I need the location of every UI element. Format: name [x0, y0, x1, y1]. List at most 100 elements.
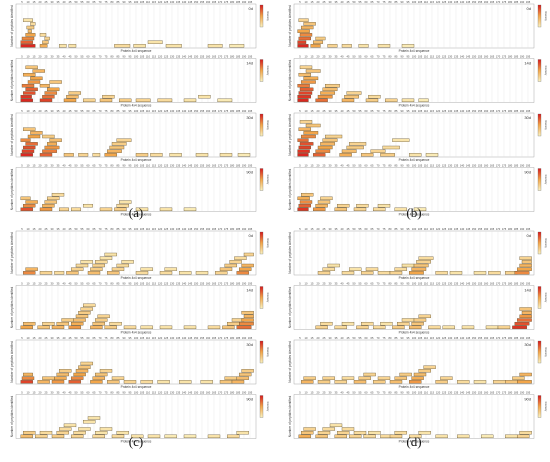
peptide-bar [297, 83, 310, 88]
peptide-bar [368, 94, 381, 99]
x-tick-label: 175 [224, 109, 229, 113]
x-tick-label: 15 [311, 109, 314, 113]
x-tick-label: 55 [359, 109, 362, 113]
peptide-bar [30, 131, 43, 135]
peptide-bar [239, 267, 252, 271]
x-tick-label: 120 [436, 0, 441, 4]
peptide-bar [107, 380, 120, 384]
peptide-bar [519, 314, 532, 319]
x-tick-label: 100 [134, 391, 139, 395]
peptide-bar [39, 98, 53, 103]
x-tick-label: 90 [123, 391, 126, 395]
x-tick-label: 150 [472, 0, 477, 4]
peptide-bar [377, 203, 391, 208]
peptide-bar [114, 207, 127, 212]
x-tick-label: 185 [514, 282, 519, 286]
peptide-bar [54, 271, 65, 275]
x-tick-label: 25 [323, 282, 326, 286]
x-tick-label: 120 [158, 164, 163, 168]
colorbar [537, 59, 542, 82]
peptide-bar [75, 263, 89, 268]
peptide-bar [317, 94, 333, 99]
x-tick-label: 125 [442, 109, 447, 113]
peptide-bar [358, 44, 369, 48]
x-tick-label: 115 [152, 282, 157, 286]
peptide-bar [236, 430, 249, 435]
x-tick-label: 185 [514, 164, 519, 168]
peptide-bar [401, 44, 415, 48]
subplot-14d: 5 10 15 20 25 30 35 40 45 50 55 60 65 70 75 80 85 90 95 100… [288, 55, 548, 108]
x-tick-label: 150 [472, 227, 477, 231]
x-tick-label: 55 [81, 336, 84, 340]
x-tick-label: 140 [460, 0, 465, 4]
x-tick-label: 75 [383, 164, 386, 168]
x-tick-label: 165 [212, 164, 217, 168]
peptide-bar [224, 376, 237, 380]
x-tick-label: 100 [134, 282, 139, 286]
peptide-bar [42, 40, 49, 44]
x-tick-label: 120 [436, 227, 441, 231]
peptide-bar [411, 321, 424, 326]
x-tick-label: 170 [218, 0, 223, 4]
peptide-bar [519, 307, 532, 311]
x-tick-label: 60 [365, 55, 368, 59]
x-tick-label: 10 [305, 164, 308, 168]
x-tick-label: 90 [123, 0, 126, 4]
x-tick-label: 195 [526, 282, 531, 286]
peptide-bar [229, 44, 245, 48]
panel-d: 5 10 15 20 25 30 35 40 45 50 55 60 65 70 75 80 85 90 95 100… [288, 227, 548, 449]
x-tick-label: 160 [206, 227, 211, 231]
peptide-bar [413, 207, 427, 212]
x-tick-label: 90 [123, 109, 126, 113]
x-tick-label: 150 [472, 282, 477, 286]
x-tick-label: 25 [323, 227, 326, 231]
x-tick-label: 180 [508, 227, 513, 231]
x-tick-label: 120 [436, 55, 441, 59]
peptide-bar [80, 260, 93, 264]
peptide-bar [315, 36, 326, 41]
x-tick-label: 80 [389, 227, 392, 231]
peptide-bar [75, 369, 89, 373]
peptide-bar [341, 321, 355, 326]
x-tick-label: 100 [412, 0, 417, 4]
peptide-bar [344, 94, 359, 99]
x-tick-label: 80 [389, 164, 392, 168]
subplot-14d: 5 10 15 20 25 30 35 40 45 50 55 60 65 70 75 80 85 90 95 100… [288, 282, 548, 335]
x-tick-label: 125 [442, 391, 447, 395]
x-tick-label: 90 [123, 164, 126, 168]
x-tick-label: 180 [508, 109, 513, 113]
peptide-bar [159, 325, 173, 330]
x-tick-label: 160 [484, 282, 489, 286]
x-tick-label: 115 [430, 282, 435, 286]
peptide-bar [121, 260, 134, 264]
peptide-bar [399, 372, 412, 377]
peptide-bar [389, 380, 403, 384]
x-tick-label: 120 [158, 227, 163, 231]
x-tick-label: 90 [401, 227, 404, 231]
peptide-bar [303, 22, 316, 26]
peptide-bar [473, 271, 487, 275]
x-tick-label: 10 [27, 0, 30, 4]
x-tick-label: 165 [212, 55, 217, 59]
x-tick-label: 55 [81, 55, 84, 59]
peptide-bar [373, 325, 386, 330]
peptide-bar [63, 153, 74, 157]
x-tick-label: 105 [418, 227, 423, 231]
x-tick-label: 140 [182, 109, 187, 113]
x-tick-label: 55 [81, 0, 84, 4]
x-tick-label: 65 [93, 55, 96, 59]
x-tick-label: 170 [496, 109, 501, 113]
x-tick-label: 105 [140, 0, 145, 4]
x-tick-label: 45 [347, 55, 350, 59]
peptide-bar [358, 376, 371, 380]
subplot-14d: 5 10 15 20 25 30 35 40 45 50 55 60 65 70 75 80 85 90 95 100… [10, 55, 270, 108]
colorbar [259, 395, 264, 418]
x-tick-label: 120 [436, 391, 441, 395]
time-point-label: 90d [524, 397, 531, 402]
x-tick-label: 135 [176, 0, 181, 4]
x-tick-label: 30 [329, 336, 332, 340]
x-tick-label: 130 [170, 336, 175, 340]
x-tick-label: 110 [424, 0, 429, 4]
x-tick-label: 155 [478, 336, 483, 340]
x-tick-label: 195 [248, 0, 253, 4]
